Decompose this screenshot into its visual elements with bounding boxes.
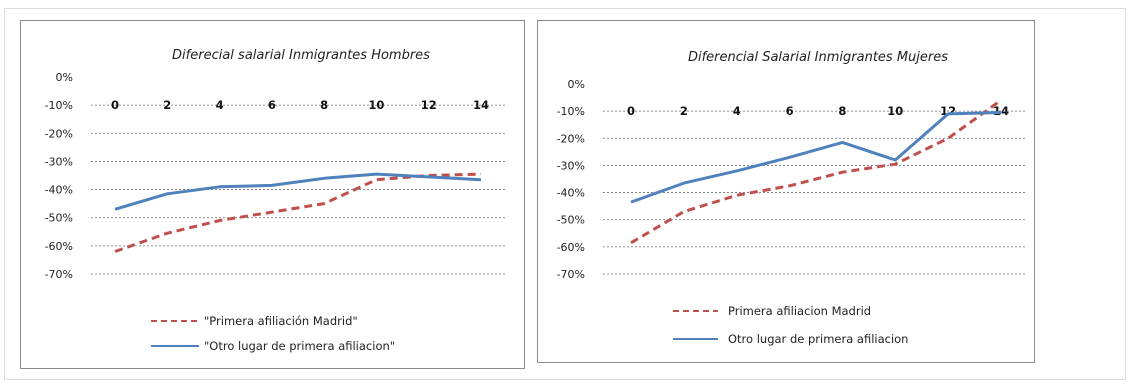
y-tick-label: -30% xyxy=(45,155,73,168)
x-tick-label: 12 xyxy=(940,104,956,118)
y-tick-label: -20% xyxy=(45,127,73,140)
x-tick-label: 0 xyxy=(627,104,635,118)
y-tick-label: -40% xyxy=(557,187,585,200)
y-tick-label: -70% xyxy=(557,268,585,281)
legend-label-1: Otro lugar de primera afiliacion xyxy=(728,332,908,346)
legend-label-0: Primera afiliacion Madrid xyxy=(728,304,871,318)
x-tick-label: 12 xyxy=(421,98,437,112)
chart-panel-mujeres: Diferencial Salarial Inmigrantes Mujeres… xyxy=(537,20,1035,363)
x-tick-label: 0 xyxy=(111,98,119,112)
y-tick-label: -40% xyxy=(45,184,73,197)
x-tick-label: 6 xyxy=(268,98,276,112)
series-line-1 xyxy=(114,172,482,211)
y-tick-label: 0% xyxy=(56,71,73,84)
y-tick-label: -30% xyxy=(557,159,585,172)
x-tick-label: 2 xyxy=(163,98,171,112)
chart-svg-mujeres: Diferencial Salarial Inmigrantes Mujeres… xyxy=(557,50,1025,346)
y-tick-label: -20% xyxy=(557,132,585,145)
chart-svg-hombres: Diferecial salarial Inmigrantes Hombres 0… xyxy=(45,48,506,353)
x-tick-label: 14 xyxy=(473,98,489,112)
y-tick-label: -50% xyxy=(557,214,585,227)
y-tick-label: -50% xyxy=(45,212,73,225)
x-tick-label: 6 xyxy=(786,104,794,118)
outer-frame xyxy=(4,8,1126,380)
legend-label-0: "Primera afiliación Madrid" xyxy=(204,314,358,328)
x-tick-label: 8 xyxy=(320,98,328,112)
series-line-1 xyxy=(630,111,1002,204)
chart-title: Diferecial salarial Inmigrantes Hombres xyxy=(172,48,430,63)
chart-panel-hombres: Diferecial salarial Inmigrantes Hombres 0… xyxy=(20,20,525,369)
x-tick-label: 4 xyxy=(733,104,741,118)
chart-title: Diferencial Salarial Inmigrantes Mujeres xyxy=(688,50,948,65)
y-tick-label: -10% xyxy=(45,99,73,112)
x-tick-label: 10 xyxy=(887,104,903,118)
x-tick-label: 2 xyxy=(680,104,688,118)
x-tick-label: 8 xyxy=(838,104,846,118)
legend-label-1: "Otro lugar de primera afiliacion" xyxy=(204,339,395,353)
series-line-0 xyxy=(114,172,482,253)
x-tick-label: 10 xyxy=(368,98,384,112)
x-tick-label: 4 xyxy=(216,98,224,112)
y-tick-label: -70% xyxy=(45,268,73,281)
y-tick-label: -60% xyxy=(557,241,585,254)
y-tick-label: 0% xyxy=(568,78,585,91)
y-tick-label: -10% xyxy=(557,105,585,118)
y-tick-label: -60% xyxy=(45,240,73,253)
x-tick-label: 14 xyxy=(993,104,1009,118)
series-line-0 xyxy=(630,99,1002,245)
